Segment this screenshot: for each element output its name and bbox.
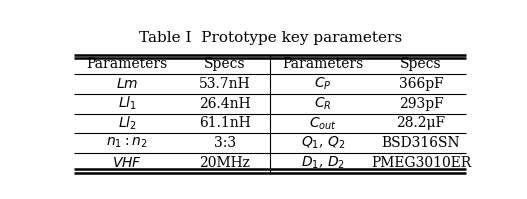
Text: $VHF$: $VHF$ xyxy=(112,156,142,170)
Text: 293pF: 293pF xyxy=(398,97,443,111)
Text: $D_1$, $D_2$: $D_1$, $D_2$ xyxy=(301,154,345,171)
Text: $C_R$: $C_R$ xyxy=(314,96,332,112)
Text: $Ll_2$: $Ll_2$ xyxy=(118,115,136,132)
Text: Parameters: Parameters xyxy=(86,57,168,71)
Text: BSD316SN: BSD316SN xyxy=(382,136,461,150)
Text: Specs: Specs xyxy=(204,57,246,71)
Text: $C_{out}$: $C_{out}$ xyxy=(309,115,337,132)
Text: 20MHz: 20MHz xyxy=(200,156,250,170)
Text: 53.7nH: 53.7nH xyxy=(199,77,251,91)
Text: Parameters: Parameters xyxy=(282,57,364,71)
Text: Table I  Prototype key parameters: Table I Prototype key parameters xyxy=(139,31,402,45)
Text: Specs: Specs xyxy=(400,57,442,71)
Text: $C_P$: $C_P$ xyxy=(314,76,332,92)
Text: 28.2μF: 28.2μF xyxy=(396,116,446,130)
Text: 26.4nH: 26.4nH xyxy=(199,97,251,111)
Text: $Lm$: $Lm$ xyxy=(116,77,138,91)
Text: $Ll_1$: $Ll_1$ xyxy=(118,95,136,112)
Text: $n_1 : n_2$: $n_1 : n_2$ xyxy=(106,136,148,150)
Text: $Q_1$, $Q_2$: $Q_1$, $Q_2$ xyxy=(301,135,345,151)
Text: 366pF: 366pF xyxy=(398,77,443,91)
Text: 61.1nH: 61.1nH xyxy=(199,116,251,130)
Text: PMEG3010ER: PMEG3010ER xyxy=(371,156,471,170)
Text: 3:3: 3:3 xyxy=(214,136,236,150)
